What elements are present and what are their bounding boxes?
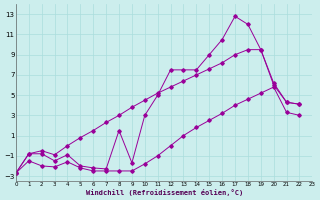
X-axis label: Windchill (Refroidissement éolien,°C): Windchill (Refroidissement éolien,°C) <box>85 189 243 196</box>
